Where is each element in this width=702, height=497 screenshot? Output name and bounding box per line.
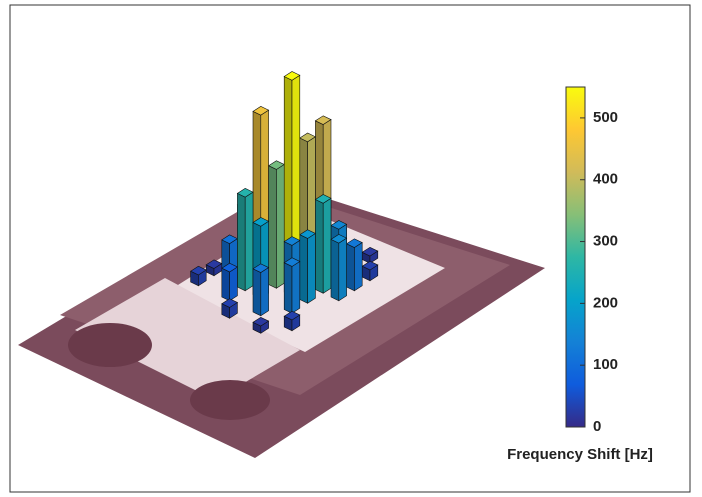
bar-face [347,244,355,291]
page: {"chart_data": {"type": "bar3d", "x": [6… [0,0,702,497]
bar-face [276,164,284,288]
bar-face [331,239,339,300]
bar-face [354,243,362,291]
bar-face [292,261,300,313]
bar-face [300,235,308,304]
colorbar-label: Frequency Shift [Hz] [507,446,653,463]
bar-face [222,268,230,301]
bar-face [261,268,269,316]
bar-face [237,193,245,290]
bar-face [323,198,331,293]
bar [300,230,316,304]
chart: Frequency Shift [Hz] 0 100 200 300 400 500 [0,0,702,497]
bar-face [245,192,253,291]
colorbar-tick-label: 200 [593,294,618,311]
bar [315,195,331,294]
sample-feature [190,380,270,420]
bar-face [269,166,277,289]
bar [253,264,269,316]
bar-face [284,263,292,314]
bar [284,258,300,314]
bar [237,188,253,290]
bar-face [230,267,238,301]
colorbar-tick-label: 0 [593,418,601,435]
sample-feature [68,323,152,367]
colorbar [566,87,585,427]
bar [347,239,363,291]
colorbar-tick-label: 100 [593,356,618,373]
bar-face [253,269,261,316]
bar [331,234,347,300]
bar [222,263,238,301]
bar [269,161,285,289]
bar-face [315,200,323,294]
colorbar-tick-label: 300 [593,233,618,250]
colorbar-tick-label: 400 [593,171,618,188]
bar-face [308,233,316,303]
bar-face [339,238,347,301]
colorbar-tick-label: 500 [593,109,618,126]
